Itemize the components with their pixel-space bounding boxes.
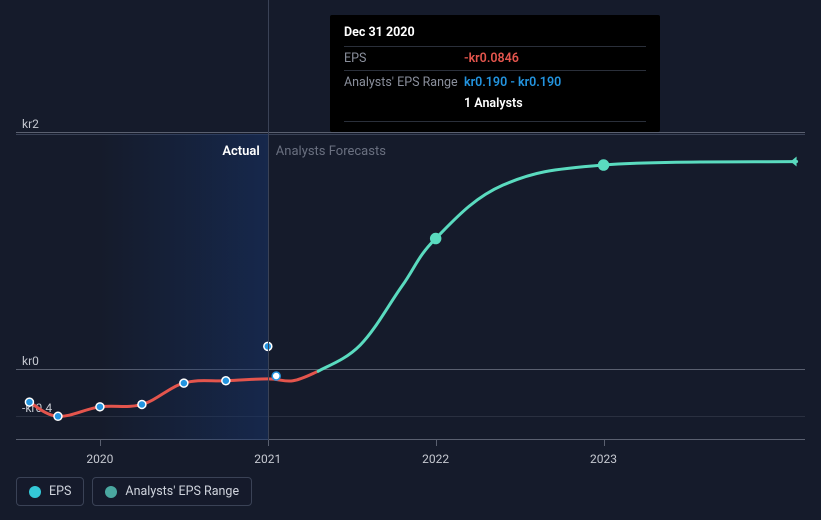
cursor-line — [268, 0, 269, 440]
tooltip-row-label: Analysts' EPS Range — [344, 75, 464, 90]
tooltip-row: Analysts' EPS Rangekr0.190 - kr0.190 — [344, 70, 646, 94]
legend-item-eps[interactable]: EPS — [16, 477, 84, 506]
series-end-cap — [791, 156, 797, 166]
tooltip-row-value: -kr0.0846 — [464, 51, 519, 66]
tooltip-row-label: EPS — [344, 51, 464, 66]
tooltip-row: EPS-kr0.0846 — [344, 46, 646, 70]
data-point[interactable] — [599, 160, 609, 170]
series-line-eps_forecast_line — [318, 161, 796, 371]
plot-surface: kr2kr0-kr0.42020202120222023ActualAnalys… — [16, 120, 805, 440]
data-point[interactable] — [138, 400, 146, 408]
data-point[interactable] — [180, 379, 188, 387]
chart-tooltip: Dec 31 2020 EPS-kr0.0846Analysts' EPS Ra… — [330, 15, 660, 132]
tooltip-analysts-count: 1 Analysts — [464, 96, 646, 111]
x-tick — [436, 440, 437, 446]
legend-swatch-icon — [29, 486, 41, 498]
chart-svg-layer — [16, 120, 805, 440]
legend-label: Analysts' EPS Range — [125, 484, 239, 499]
chart-legend: EPS Analysts' EPS Range — [16, 477, 252, 506]
x-tick — [268, 440, 269, 446]
data-point[interactable] — [54, 412, 62, 420]
data-point[interactable] — [96, 403, 104, 411]
legend-label: EPS — [49, 484, 71, 499]
x-axis-label: 2021 — [254, 452, 281, 466]
x-axis-label: 2020 — [86, 452, 113, 466]
data-point[interactable] — [25, 398, 33, 406]
legend-item-range[interactable]: Analysts' EPS Range — [92, 477, 252, 506]
tooltip-row-value: kr0.190 - kr0.190 — [464, 75, 561, 90]
data-point[interactable] — [222, 377, 230, 385]
x-axis-label: 2022 — [422, 452, 449, 466]
x-tick — [100, 440, 101, 446]
chart-plot-area[interactable]: kr2kr0-kr0.42020202120222023ActualAnalys… — [16, 120, 805, 440]
data-point[interactable] — [272, 372, 280, 380]
x-axis-label: 2023 — [590, 452, 617, 466]
legend-swatch-icon — [105, 486, 117, 498]
tooltip-date: Dec 31 2020 — [344, 25, 646, 40]
x-tick — [604, 440, 605, 446]
data-point[interactable] — [431, 234, 441, 244]
